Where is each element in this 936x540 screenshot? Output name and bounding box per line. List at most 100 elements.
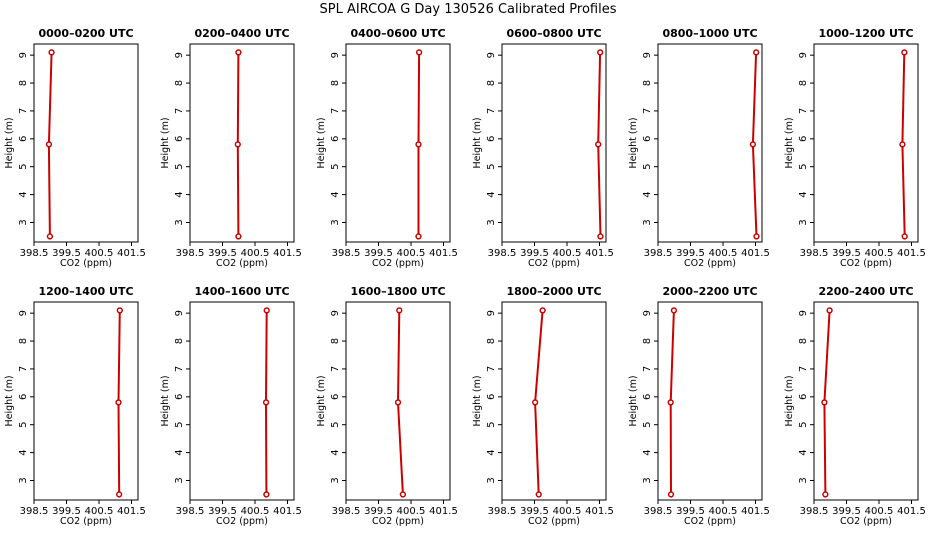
data-point bbox=[116, 307, 123, 314]
profile-panel: 1600–1800 UTC 398.5 399.5 400.5 401.5 CO2 (pp… bbox=[316, 285, 458, 527]
y-tick-label: 4 bbox=[18, 191, 29, 197]
y-tick-label: 7 bbox=[330, 108, 341, 114]
data-point bbox=[415, 141, 422, 148]
y-tick-label: 5 bbox=[642, 422, 653, 428]
data-point bbox=[597, 233, 604, 240]
data-point bbox=[901, 233, 908, 240]
y-tick-label: 8 bbox=[174, 80, 185, 86]
profile-panel: 0600–0800 UTC 398.5 399.5 400.5 401.5 CO2 (pp… bbox=[472, 27, 614, 269]
y-tick-label: 8 bbox=[798, 80, 809, 86]
x-tick-label: 398.5 bbox=[800, 506, 829, 517]
y-tick-label: 4 bbox=[486, 449, 497, 455]
y-tick-label: 7 bbox=[174, 366, 185, 372]
y-tick-label: 7 bbox=[642, 366, 653, 372]
y-tick-label: 7 bbox=[486, 108, 497, 114]
y-tick-label: 5 bbox=[486, 422, 497, 428]
data-point bbox=[415, 49, 423, 56]
y-axis-label: Height (m) bbox=[316, 375, 327, 426]
y-tick-label: 3 bbox=[642, 219, 653, 225]
y-axis-label: Height (m) bbox=[316, 117, 327, 168]
y-tick-label: 4 bbox=[486, 191, 497, 197]
x-axis-label: CO2 (ppm) bbox=[60, 516, 112, 527]
y-tick-label: 7 bbox=[18, 108, 29, 114]
y-tick-label: 5 bbox=[642, 164, 653, 170]
panel-title: 0800–1000 UTC bbox=[662, 27, 757, 40]
plot-frame bbox=[33, 43, 139, 243]
data-point bbox=[753, 233, 760, 240]
y-tick-label: 4 bbox=[642, 449, 653, 455]
x-tick-label: 401.5 bbox=[117, 506, 146, 517]
y-tick-label: 6 bbox=[174, 394, 185, 400]
x-tick-label: 400.5 bbox=[553, 248, 582, 259]
x-tick-label: 400.5 bbox=[865, 506, 894, 517]
x-tick-label: 401.5 bbox=[897, 506, 926, 517]
x-axis-label: CO2 (ppm) bbox=[528, 516, 580, 527]
y-tick-label: 6 bbox=[18, 394, 29, 400]
panel-title: 2000–2200 UTC bbox=[662, 285, 757, 298]
y-tick-label: 6 bbox=[642, 394, 653, 400]
y-tick-label: 9 bbox=[330, 310, 341, 316]
plot-frame bbox=[33, 301, 139, 501]
profile-panel: 2000–2200 UTC 398.5 399.5 400.5 401.5 CO2 (pp… bbox=[628, 285, 770, 527]
y-tick-label: 7 bbox=[18, 366, 29, 372]
y-tick-label: 6 bbox=[798, 394, 809, 400]
x-tick-label: 399.5 bbox=[676, 248, 705, 259]
y-tick-label: 7 bbox=[642, 108, 653, 114]
y-tick-label: 6 bbox=[174, 136, 185, 142]
y-tick-label: 6 bbox=[330, 394, 341, 400]
x-tick-label: 398.5 bbox=[176, 506, 205, 517]
y-tick-label: 9 bbox=[642, 52, 653, 58]
x-axis-label: CO2 (ppm) bbox=[684, 258, 736, 269]
panel-title: 1800–2000 UTC bbox=[506, 285, 601, 298]
data-point bbox=[234, 141, 241, 148]
profile-panel: 1800–2000 UTC 398.5 399.5 400.5 401.5 CO2 (pp… bbox=[472, 285, 614, 527]
data-point bbox=[115, 399, 122, 406]
y-tick-label: 8 bbox=[642, 338, 653, 344]
profile-panel: 0200–0400 UTC 398.5 399.5 400.5 401.5 CO2 (pp… bbox=[160, 27, 302, 269]
data-point bbox=[396, 307, 403, 314]
x-tick-label: 401.5 bbox=[273, 506, 302, 517]
plot-frame bbox=[345, 301, 451, 501]
y-tick-label: 4 bbox=[798, 191, 809, 197]
x-tick-label: 399.5 bbox=[52, 506, 81, 517]
x-tick-label: 399.5 bbox=[520, 506, 549, 517]
y-tick-label: 3 bbox=[798, 219, 809, 225]
y-tick-label: 4 bbox=[642, 191, 653, 197]
y-tick-label: 4 bbox=[174, 449, 185, 455]
panel-title: 1200–1400 UTC bbox=[38, 285, 133, 298]
y-tick-label: 3 bbox=[18, 219, 29, 225]
x-tick-label: 400.5 bbox=[553, 506, 582, 517]
y-tick-label: 3 bbox=[330, 219, 341, 225]
y-tick-label: 8 bbox=[18, 80, 29, 86]
y-axis-label: Height (m) bbox=[472, 375, 483, 426]
y-tick-label: 6 bbox=[486, 136, 497, 142]
y-tick-label: 9 bbox=[486, 52, 497, 58]
plot-frame bbox=[501, 43, 607, 243]
x-tick-label: 398.5 bbox=[332, 506, 361, 517]
y-tick-label: 5 bbox=[330, 164, 341, 170]
y-tick-label: 9 bbox=[486, 310, 497, 316]
y-axis-label: Height (m) bbox=[472, 117, 483, 168]
x-tick-label: 398.5 bbox=[488, 248, 517, 259]
x-tick-label: 400.5 bbox=[397, 248, 426, 259]
plot-frame bbox=[813, 43, 919, 243]
x-tick-label: 400.5 bbox=[865, 248, 894, 259]
x-tick-label: 399.5 bbox=[832, 506, 861, 517]
y-tick-label: 8 bbox=[486, 80, 497, 86]
data-point bbox=[535, 491, 542, 498]
x-tick-label: 401.5 bbox=[585, 248, 614, 259]
y-tick-label: 5 bbox=[174, 164, 185, 170]
panel-title: 1000–1200 UTC bbox=[818, 27, 913, 40]
x-tick-label: 398.5 bbox=[644, 506, 673, 517]
data-point bbox=[46, 233, 54, 240]
y-tick-label: 5 bbox=[330, 422, 341, 428]
y-tick-label: 9 bbox=[18, 52, 29, 58]
x-tick-label: 401.5 bbox=[897, 248, 926, 259]
y-tick-label: 4 bbox=[174, 191, 185, 197]
data-point bbox=[749, 141, 757, 148]
data-point bbox=[899, 141, 906, 148]
x-tick-label: 400.5 bbox=[709, 248, 738, 259]
profile-panel: 1400–1600 UTC 398.5 399.5 400.5 401.5 CO2 (pp… bbox=[160, 285, 302, 527]
y-tick-label: 6 bbox=[798, 136, 809, 142]
